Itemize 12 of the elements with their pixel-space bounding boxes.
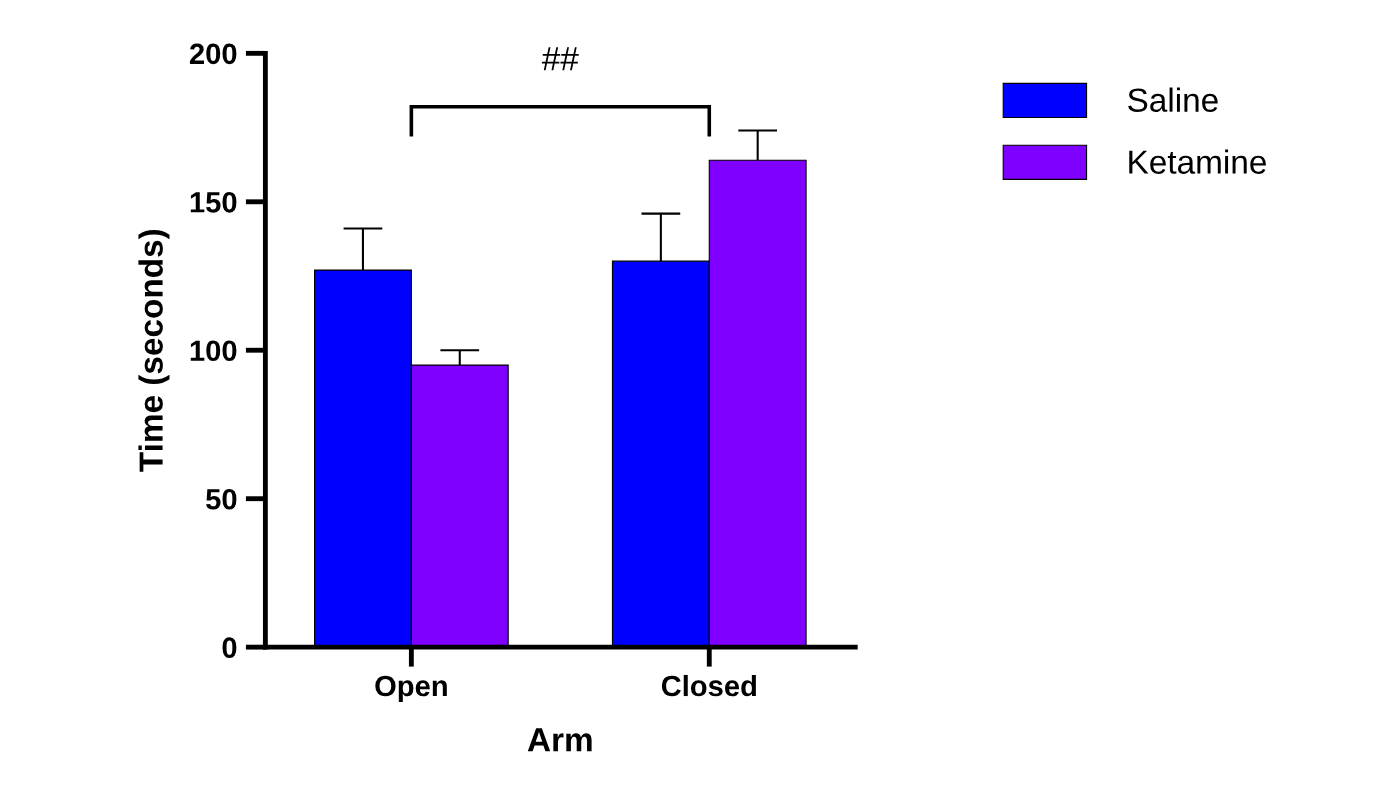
y-axis-title: Time (seconds) [138,229,170,472]
legend-label: Saline [1128,87,1218,112]
y-tick-label: 100 [190,340,237,362]
y-tick-label: 200 [189,43,237,65]
x-axis-title: Arm [527,728,592,752]
annotation: ## [541,47,579,71]
legend-label: Ketamine [1129,149,1266,174]
y-tick-label: 150 [190,191,237,213]
x-tick-label: Open [375,675,447,703]
x-tick-label: Closed [661,674,756,697]
y-tick-label: 50 [206,488,237,510]
y-tick-label: 0 [222,637,237,658]
